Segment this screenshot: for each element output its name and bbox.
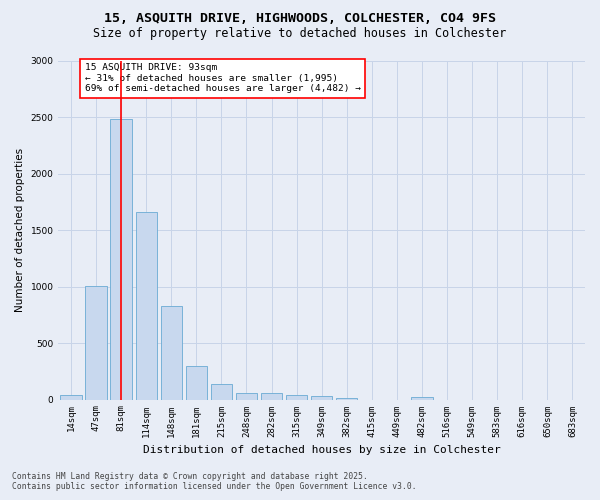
Text: 15, ASQUITH DRIVE, HIGHWOODS, COLCHESTER, CO4 9FS: 15, ASQUITH DRIVE, HIGHWOODS, COLCHESTER… xyxy=(104,12,496,26)
Bar xyxy=(161,306,182,400)
X-axis label: Distribution of detached houses by size in Colchester: Distribution of detached houses by size … xyxy=(143,445,500,455)
Text: Size of property relative to detached houses in Colchester: Size of property relative to detached ho… xyxy=(94,28,506,40)
Bar xyxy=(286,395,307,400)
Bar xyxy=(185,366,207,400)
Bar xyxy=(412,396,433,400)
Text: 15 ASQUITH DRIVE: 93sqm
← 31% of detached houses are smaller (1,995)
69% of semi: 15 ASQUITH DRIVE: 93sqm ← 31% of detache… xyxy=(85,64,361,93)
Bar xyxy=(85,286,107,400)
Bar xyxy=(136,212,157,400)
Bar xyxy=(60,395,82,400)
Bar xyxy=(336,398,358,400)
Bar xyxy=(211,384,232,400)
Bar xyxy=(311,396,332,400)
Bar xyxy=(110,118,132,400)
Text: Contains HM Land Registry data © Crown copyright and database right 2025.
Contai: Contains HM Land Registry data © Crown c… xyxy=(12,472,416,491)
Y-axis label: Number of detached properties: Number of detached properties xyxy=(15,148,25,312)
Bar xyxy=(261,394,282,400)
Bar xyxy=(236,393,257,400)
